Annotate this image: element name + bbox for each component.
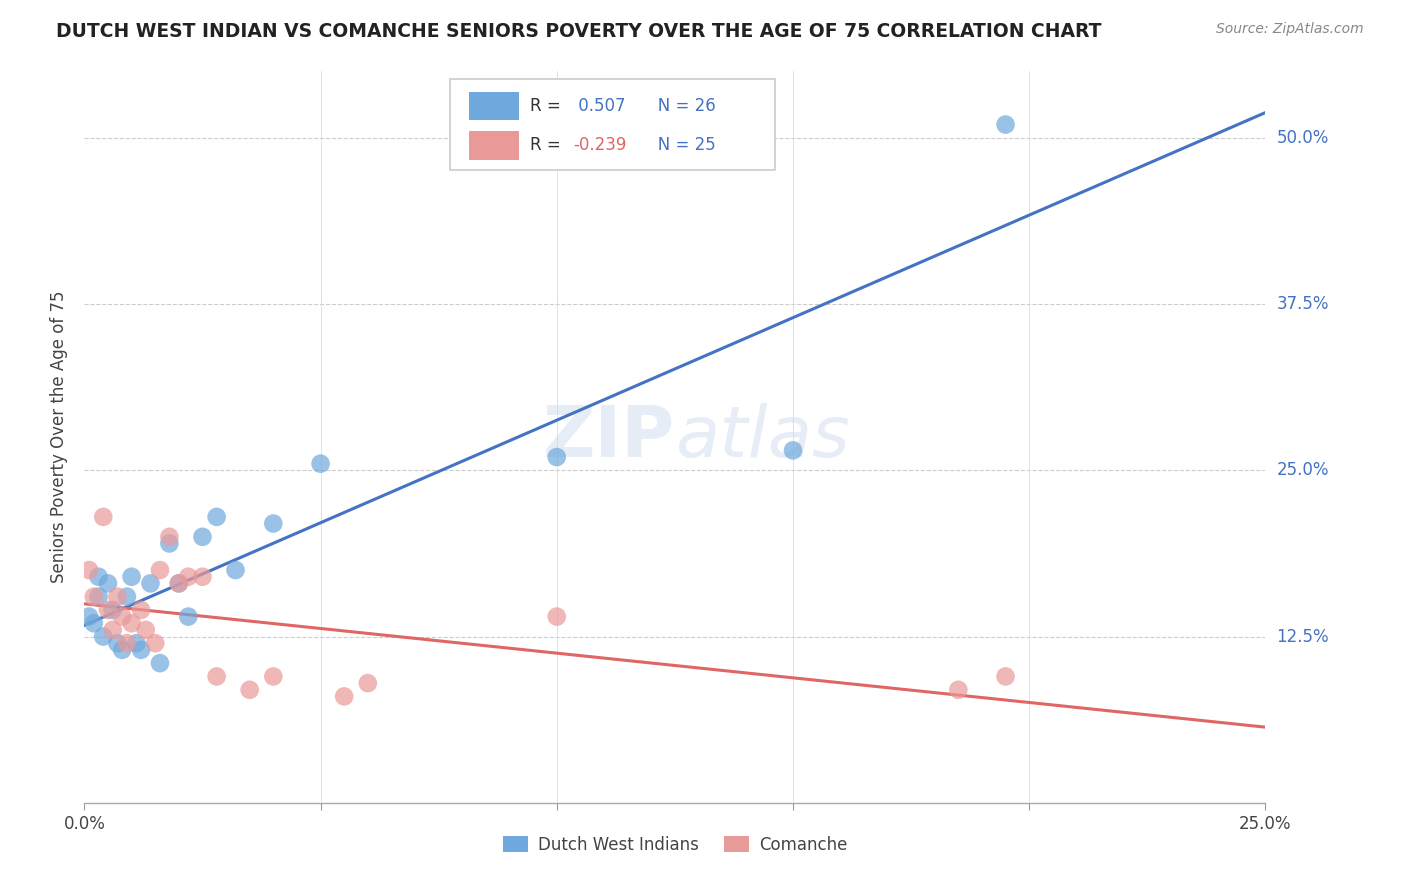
Point: [205, 509, 228, 524]
Point: [111, 609, 134, 624]
FancyBboxPatch shape: [450, 78, 775, 170]
Text: DUTCH WEST INDIAN VS COMANCHE SENIORS POVERTY OVER THE AGE OF 75 CORRELATION CHA: DUTCH WEST INDIAN VS COMANCHE SENIORS PO…: [56, 22, 1102, 41]
Point: [97, 576, 120, 591]
Text: 25.0%: 25.0%: [1277, 461, 1329, 479]
Point: [191, 530, 214, 544]
Point: [177, 609, 200, 624]
Point: [333, 690, 356, 704]
Point: [157, 536, 180, 550]
Point: [239, 682, 262, 697]
Text: -0.239: -0.239: [574, 136, 627, 154]
Point: [948, 682, 970, 697]
Text: 12.5%: 12.5%: [1277, 628, 1329, 646]
Point: [782, 443, 804, 458]
Point: [994, 669, 1017, 683]
Legend: Dutch West Indians, Comanche: Dutch West Indians, Comanche: [496, 829, 853, 860]
Point: [167, 576, 190, 591]
Point: [357, 676, 380, 690]
Point: [115, 636, 138, 650]
Point: [91, 509, 114, 524]
Point: [101, 623, 124, 637]
Point: [157, 530, 180, 544]
Point: [262, 516, 284, 531]
Point: [139, 576, 162, 591]
Text: Source: ZipAtlas.com: Source: ZipAtlas.com: [1216, 22, 1364, 37]
Point: [107, 636, 129, 650]
Point: [101, 603, 124, 617]
Text: 50.0%: 50.0%: [1277, 128, 1329, 147]
Point: [205, 669, 228, 683]
Point: [546, 609, 568, 624]
Point: [115, 590, 138, 604]
Text: R =: R =: [530, 136, 565, 154]
Point: [129, 643, 152, 657]
Text: 37.5%: 37.5%: [1277, 295, 1329, 313]
Text: R =: R =: [530, 97, 565, 115]
Point: [83, 616, 105, 631]
Text: atlas: atlas: [675, 402, 849, 472]
Text: N = 26: N = 26: [641, 97, 716, 115]
Point: [135, 623, 157, 637]
Point: [91, 630, 114, 644]
Point: [177, 570, 200, 584]
Point: [87, 570, 110, 584]
Point: [309, 457, 332, 471]
Point: [149, 563, 172, 577]
Point: [191, 570, 214, 584]
Text: 0.507: 0.507: [574, 97, 626, 115]
Text: N = 25: N = 25: [641, 136, 716, 154]
Point: [129, 603, 152, 617]
Point: [121, 570, 143, 584]
Point: [111, 643, 134, 657]
Point: [87, 590, 110, 604]
Y-axis label: Seniors Poverty Over the Age of 75: Seniors Poverty Over the Age of 75: [51, 291, 69, 583]
Point: [77, 609, 100, 624]
Point: [83, 590, 105, 604]
Point: [167, 576, 190, 591]
Point: [125, 636, 148, 650]
Point: [225, 563, 247, 577]
Point: [143, 636, 166, 650]
Point: [107, 590, 129, 604]
Point: [77, 563, 100, 577]
Point: [121, 616, 143, 631]
Point: [97, 603, 120, 617]
FancyBboxPatch shape: [470, 131, 519, 160]
Point: [262, 669, 284, 683]
Point: [546, 450, 568, 464]
Point: [994, 118, 1017, 132]
FancyBboxPatch shape: [470, 92, 519, 120]
Point: [149, 656, 172, 670]
Text: ZIP: ZIP: [543, 402, 675, 472]
